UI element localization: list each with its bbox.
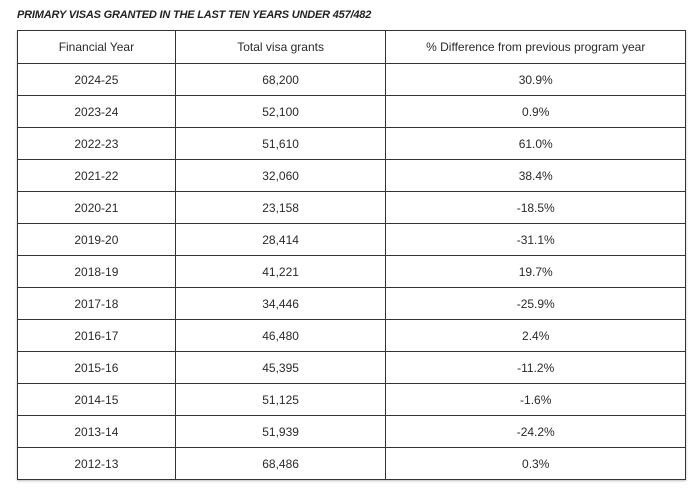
total-visa-grants-cell: 51,125 [174, 383, 387, 416]
table-row: 2012-13 68,486 0.3% [17, 447, 686, 480]
financial-year-cell: 2013-14 [17, 415, 176, 448]
total-visa-grants-cell: 45,395 [174, 351, 387, 384]
percent-difference-cell: 0.9% [385, 95, 686, 128]
financial-year-cell: 2019-20 [17, 223, 176, 256]
header-percent-difference: % Difference from previous program year [385, 30, 686, 64]
table-row: 2021-22 32,060 38.4% [17, 159, 686, 192]
financial-year-cell: 2015-16 [17, 351, 176, 384]
table-row: 2014-15 51,125 -1.6% [17, 383, 686, 416]
total-visa-grants-cell: 28,414 [174, 223, 387, 256]
table-row: 2016-17 46,480 2.4% [17, 319, 686, 352]
financial-year-cell: 2021-22 [17, 159, 176, 192]
percent-difference-cell: 2.4% [385, 319, 686, 352]
table-row: 2017-18 34,446 -25.9% [17, 287, 686, 320]
total-visa-grants-cell: 41,221 [174, 255, 387, 288]
table-row: 2023-24 52,100 0.9% [17, 95, 686, 128]
percent-difference-cell: 30.9% [385, 63, 686, 96]
total-visa-grants-cell: 32,060 [174, 159, 387, 192]
table-row: 2018-19 41,221 19.7% [17, 255, 686, 288]
percent-difference-cell: 61.0% [385, 127, 686, 160]
percent-difference-cell: 0.3% [385, 447, 686, 480]
header-row: Financial Year Total visa grants % Diffe… [17, 30, 686, 64]
financial-year-cell: 2017-18 [17, 287, 176, 320]
percent-difference-cell: -1.6% [385, 383, 686, 416]
financial-year-cell: 2012-13 [17, 447, 176, 480]
total-visa-grants-cell: 23,158 [174, 191, 387, 224]
total-visa-grants-cell: 68,200 [174, 63, 387, 96]
table-row: 2020-21 23,158 -18.5% [17, 191, 686, 224]
table-row: 2015-16 45,395 -11.2% [17, 351, 686, 384]
visa-grants-table: Financial Year Total visa grants % Diffe… [17, 30, 686, 480]
financial-year-cell: 2023-24 [17, 95, 176, 128]
financial-year-cell: 2020-21 [17, 191, 176, 224]
header-total-visa-grants: Total visa grants [174, 30, 387, 64]
total-visa-grants-cell: 68,486 [174, 447, 387, 480]
financial-year-cell: 2022-23 [17, 127, 176, 160]
percent-difference-cell: -24.2% [385, 415, 686, 448]
table-title: PRIMARY VISAS GRANTED IN THE LAST TEN YE… [17, 9, 372, 21]
table-row: 2022-23 51,610 61.0% [17, 127, 686, 160]
percent-difference-cell: -31.1% [385, 223, 686, 256]
table-row: 2024-25 68,200 30.9% [17, 63, 686, 96]
financial-year-cell: 2024-25 [17, 63, 176, 96]
percent-difference-cell: -11.2% [385, 351, 686, 384]
total-visa-grants-cell: 52,100 [174, 95, 387, 128]
table-row: 2019-20 28,414 -31.1% [17, 223, 686, 256]
percent-difference-cell: 38.4% [385, 159, 686, 192]
percent-difference-cell: -18.5% [385, 191, 686, 224]
total-visa-grants-cell: 51,610 [174, 127, 387, 160]
total-visa-grants-cell: 46,480 [174, 319, 387, 352]
total-visa-grants-cell: 34,446 [174, 287, 387, 320]
table-row: 2013-14 51,939 -24.2% [17, 415, 686, 448]
financial-year-cell: 2018-19 [17, 255, 176, 288]
financial-year-cell: 2016-17 [17, 319, 176, 352]
financial-year-cell: 2014-15 [17, 383, 176, 416]
total-visa-grants-cell: 51,939 [174, 415, 387, 448]
percent-difference-cell: -25.9% [385, 287, 686, 320]
percent-difference-cell: 19.7% [385, 255, 686, 288]
header-financial-year: Financial Year [17, 30, 176, 64]
